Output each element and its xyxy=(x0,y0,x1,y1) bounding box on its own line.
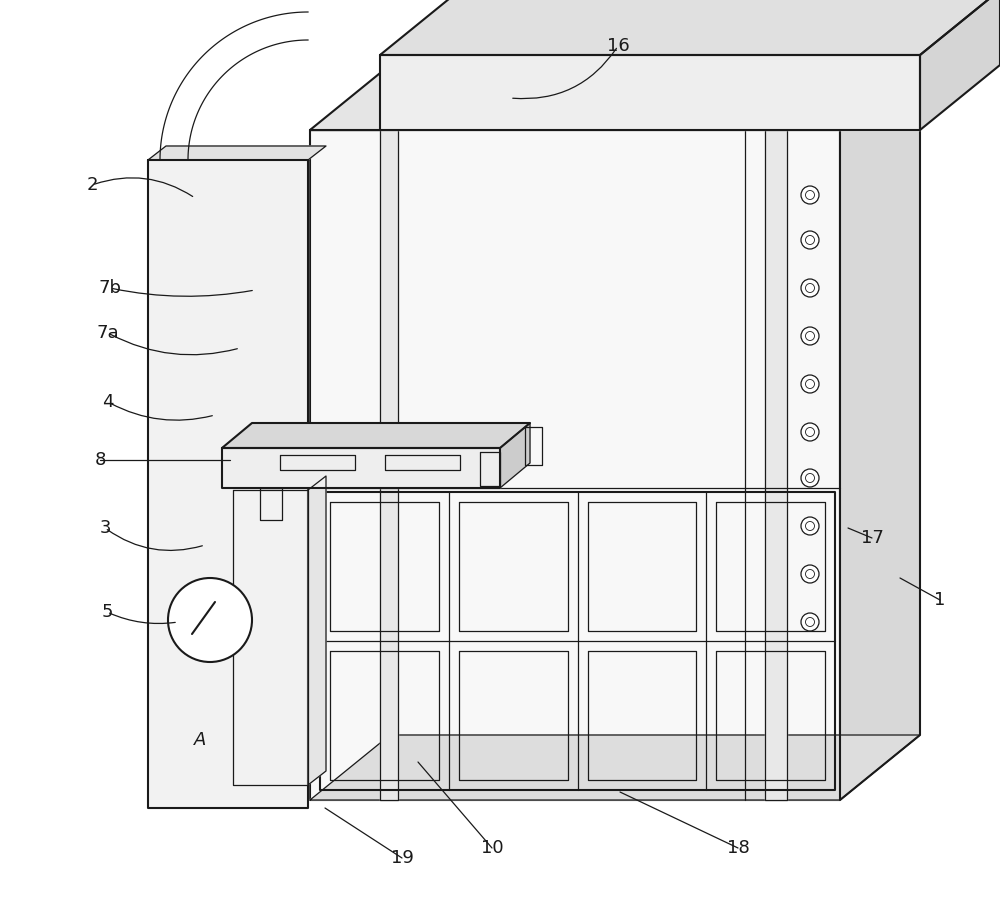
Text: 19: 19 xyxy=(391,849,413,867)
Text: 1: 1 xyxy=(934,591,946,609)
Text: 10: 10 xyxy=(481,839,503,857)
Circle shape xyxy=(801,231,819,249)
Polygon shape xyxy=(380,0,1000,55)
Polygon shape xyxy=(148,146,326,160)
Text: 3: 3 xyxy=(99,519,111,537)
Polygon shape xyxy=(310,735,920,800)
Polygon shape xyxy=(222,423,530,448)
Circle shape xyxy=(801,279,819,297)
Text: 18: 18 xyxy=(727,839,749,857)
Polygon shape xyxy=(148,160,308,808)
Text: 7b: 7b xyxy=(98,279,122,297)
Circle shape xyxy=(801,565,819,583)
Polygon shape xyxy=(840,65,920,800)
Polygon shape xyxy=(380,130,398,800)
Polygon shape xyxy=(310,130,840,800)
Circle shape xyxy=(801,375,819,393)
Text: 4: 4 xyxy=(102,393,114,411)
Polygon shape xyxy=(222,448,500,488)
Circle shape xyxy=(801,469,819,487)
Polygon shape xyxy=(308,476,326,785)
Polygon shape xyxy=(310,65,920,130)
Circle shape xyxy=(801,613,819,631)
Circle shape xyxy=(801,517,819,535)
Text: 2: 2 xyxy=(86,176,98,194)
Circle shape xyxy=(801,423,819,441)
Polygon shape xyxy=(920,0,1000,130)
Polygon shape xyxy=(500,423,530,488)
Polygon shape xyxy=(765,130,787,800)
Text: 16: 16 xyxy=(607,37,629,55)
Text: 5: 5 xyxy=(101,603,113,621)
Text: A: A xyxy=(194,731,206,749)
Circle shape xyxy=(801,327,819,345)
Text: 8: 8 xyxy=(94,451,106,469)
Circle shape xyxy=(168,578,252,662)
Text: 7a: 7a xyxy=(97,324,119,342)
Text: 17: 17 xyxy=(861,529,883,547)
Circle shape xyxy=(801,186,819,204)
Polygon shape xyxy=(380,55,920,130)
